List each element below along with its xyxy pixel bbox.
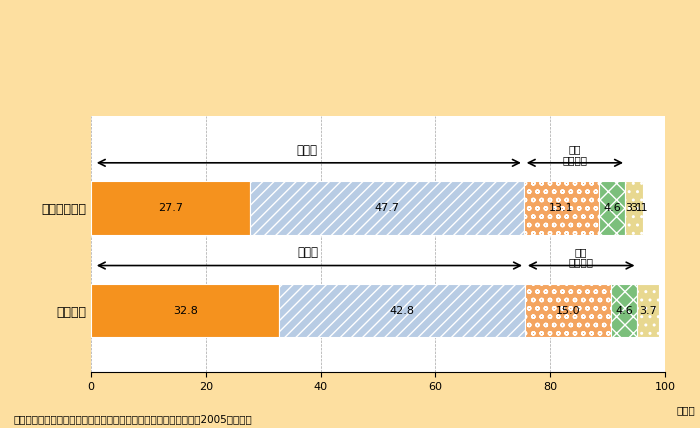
Text: 3.7: 3.7: [639, 306, 657, 316]
Bar: [524, 181, 599, 235]
Bar: [638, 284, 659, 337]
Bar: [611, 284, 638, 337]
Bar: [91, 181, 250, 235]
Text: 役立つ: 役立つ: [297, 144, 318, 157]
Text: 15.0: 15.0: [556, 306, 580, 316]
Bar: [250, 181, 524, 235]
Text: 役に
立たない: 役に 立たない: [562, 144, 587, 165]
Text: 13.1: 13.1: [549, 203, 574, 213]
Bar: [91, 284, 279, 337]
Text: 47.7: 47.7: [374, 203, 400, 213]
Text: 3.1: 3.1: [626, 203, 643, 213]
Bar: [599, 181, 625, 235]
Text: 42.8: 42.8: [390, 306, 414, 316]
Text: 役に
立たない: 役に 立たない: [568, 247, 594, 268]
Text: （％）: （％）: [676, 405, 695, 415]
Text: 資料：内閣府「少子化社会対策に関する子育て女性の意識調査」（2005年３月）: 資料：内閣府「少子化社会対策に関する子育て女性の意識調査」（2005年３月）: [14, 415, 253, 425]
Text: 32.8: 32.8: [173, 306, 197, 316]
Text: 役立つ: 役立つ: [298, 247, 318, 259]
Text: 4.6: 4.6: [603, 203, 621, 213]
Text: 27.7: 27.7: [158, 203, 183, 213]
Bar: [625, 181, 643, 235]
Text: 3.1: 3.1: [631, 203, 648, 213]
Bar: [525, 284, 611, 337]
Text: 4.6: 4.6: [615, 306, 633, 316]
Bar: [279, 284, 525, 337]
